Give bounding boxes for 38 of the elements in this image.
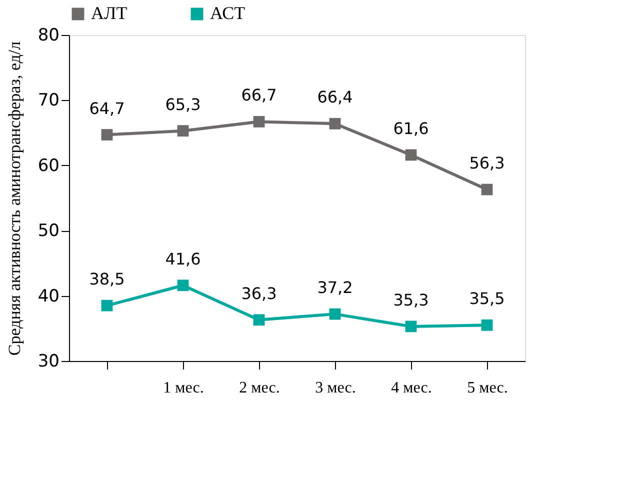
x-tick-label: 2 мес. <box>239 380 280 396</box>
x-tick-label: 4 мес. <box>391 380 432 396</box>
data-label: 35,5 <box>469 289 505 308</box>
legend-label: АЛТ <box>91 3 128 23</box>
point <box>101 129 113 140</box>
point <box>405 149 417 161</box>
point <box>329 308 341 320</box>
x-tick-label: 1 мес. <box>163 380 204 396</box>
y-tick-label: 70 <box>38 90 60 111</box>
data-label: 61,6 <box>393 118 429 138</box>
y-tick-label: 30 <box>38 352 60 372</box>
data-label: 35,3 <box>393 290 429 310</box>
data-label: 65,3 <box>165 94 201 114</box>
data-label: 37,2 <box>317 278 353 298</box>
point <box>253 314 265 326</box>
x-tick-label: 3 мес. <box>315 380 356 396</box>
point <box>253 116 265 128</box>
data-label: 41,6 <box>165 249 201 268</box>
y-tick-label: 40 <box>38 286 60 306</box>
data-label: 64,7 <box>89 98 125 118</box>
data-label: 66,7 <box>241 86 277 105</box>
point <box>481 319 493 331</box>
y-tick-label: 80 <box>38 26 60 46</box>
y-tick-label: 50 <box>38 221 60 242</box>
point <box>177 280 189 292</box>
y-axis-title: Средняя активность аминотрансфераз, ед/л <box>4 40 24 356</box>
data-label: 36,3 <box>241 284 277 303</box>
point <box>101 300 113 312</box>
data-label: 56,3 <box>469 154 505 173</box>
data-label: 38,5 <box>89 270 125 289</box>
point <box>405 320 417 332</box>
point <box>481 184 493 196</box>
legend-label: АСТ <box>210 3 246 23</box>
x-tick-label: 5 мес. <box>467 380 508 396</box>
data-label: 66,4 <box>317 88 353 107</box>
point <box>329 118 341 130</box>
point <box>177 125 189 137</box>
y-tick-label: 60 <box>38 156 60 176</box>
